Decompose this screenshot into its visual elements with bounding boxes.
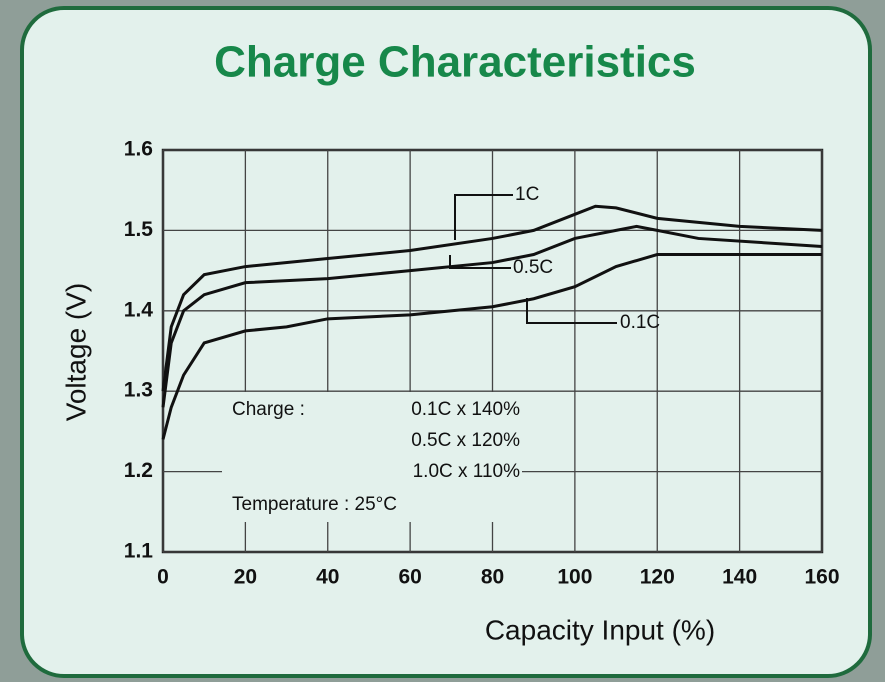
- annotation-background: [222, 392, 522, 522]
- y-tick-label: 1.1: [124, 540, 154, 563]
- annotation: 1.0C x 110%: [413, 461, 520, 482]
- series-label: 0.1C: [620, 312, 660, 333]
- annotation: 0.1C x 140%: [411, 399, 520, 420]
- series-label: 1C: [515, 184, 539, 205]
- y-axis-label: Voltage (V): [60, 283, 91, 422]
- chart-title: Charge Characteristics: [214, 38, 696, 87]
- leader-line: [454, 194, 513, 240]
- series-label: 0.5C: [513, 257, 553, 278]
- x-tick-label: 120: [640, 566, 675, 589]
- x-tick-label: 160: [804, 566, 839, 589]
- y-tick-label: 1.4: [124, 298, 154, 321]
- x-tick-label: 0: [157, 566, 169, 589]
- x-tick-label: 60: [398, 566, 421, 589]
- x-tick-label: 80: [481, 566, 504, 589]
- line: [161, 253, 822, 440]
- x-tick-label: 140: [722, 566, 757, 589]
- line: [161, 224, 823, 408]
- x-tick-label: 100: [557, 566, 592, 589]
- x-tick-label: 40: [316, 566, 339, 589]
- annotation: Temperature : 25°C: [232, 494, 397, 515]
- y-tick-label: 1.6: [124, 138, 153, 161]
- x-axis-label: Capacity Input (%): [485, 614, 715, 645]
- leader-line: [526, 298, 617, 324]
- leader-line: [449, 255, 511, 269]
- y-tick-label: 1.3: [124, 379, 153, 402]
- annotation: Charge :: [232, 399, 305, 420]
- y-tick-label: 1.2: [124, 459, 153, 482]
- x-tick-label: 20: [234, 566, 257, 589]
- annotation: 0.5C x 120%: [411, 430, 520, 451]
- y-tick-label: 1.5: [124, 218, 154, 241]
- line: [161, 204, 823, 392]
